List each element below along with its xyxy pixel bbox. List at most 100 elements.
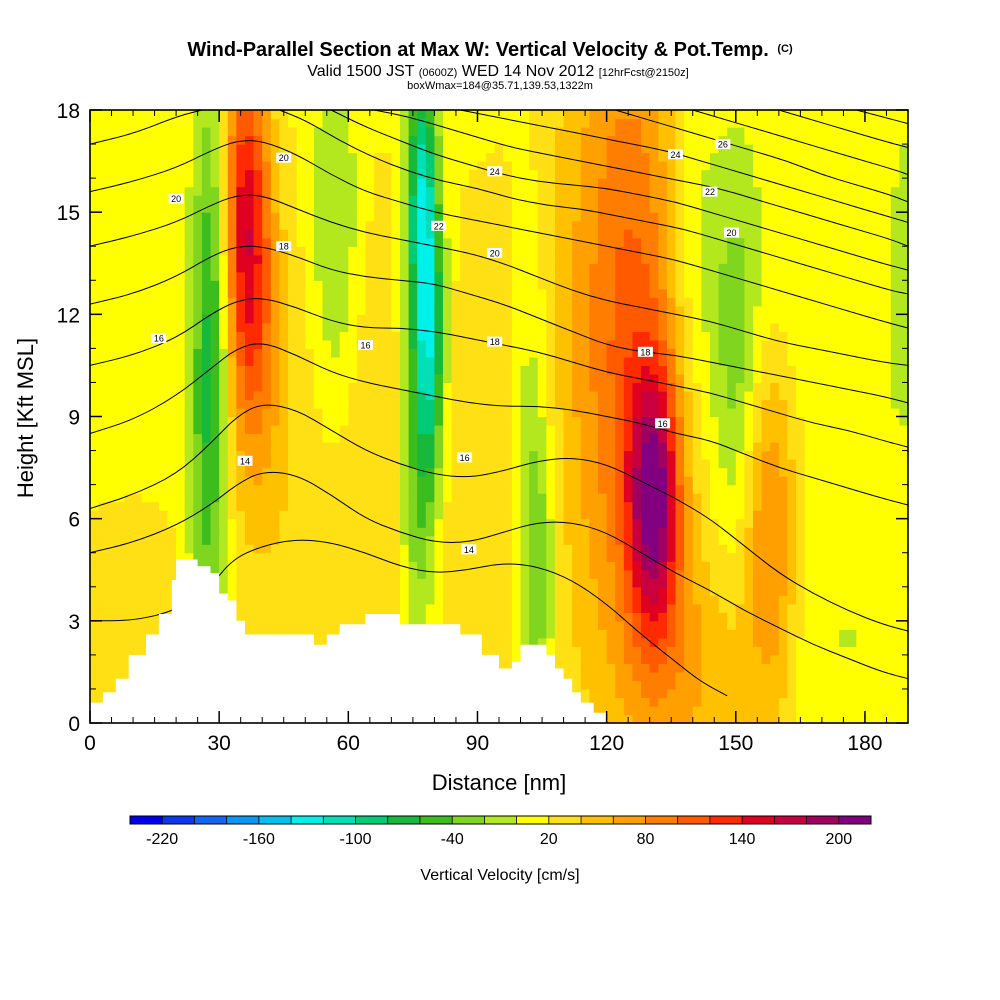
velocity-cell (253, 288, 263, 298)
velocity-cell (451, 595, 461, 605)
velocity-cell (374, 152, 384, 162)
velocity-cell (322, 373, 332, 384)
velocity-cell (382, 135, 392, 145)
velocity-cell (391, 220, 401, 230)
velocity-cell (210, 373, 220, 384)
velocity-cell (262, 484, 272, 494)
velocity-cell (546, 373, 556, 384)
velocity-cell (425, 110, 436, 120)
velocity-cell (107, 561, 117, 571)
velocity-cell (279, 161, 289, 171)
velocity-cell (90, 459, 100, 469)
velocity-cell (451, 135, 461, 145)
velocity-cell (546, 127, 556, 137)
velocity-cell (537, 501, 547, 511)
velocity-cell (133, 476, 143, 486)
velocity-cell (684, 697, 694, 707)
velocity-cell (210, 178, 220, 188)
velocity-cell (210, 544, 220, 554)
velocity-cell (649, 714, 659, 723)
velocity-cell (477, 620, 487, 630)
velocity-cell (417, 510, 427, 520)
velocity-cell (339, 493, 349, 503)
velocity-cell (141, 297, 151, 307)
velocity-cell (115, 314, 126, 324)
velocity-cell (356, 407, 367, 418)
velocity-cell (460, 152, 470, 162)
velocity-cell (313, 484, 324, 494)
velocity-cell (615, 373, 625, 384)
velocity-cell (365, 288, 375, 298)
velocity-cell (244, 297, 255, 307)
velocity-cell (313, 467, 324, 477)
velocity-cell (244, 544, 255, 554)
velocity-cell (150, 484, 160, 494)
velocity-cell (288, 356, 298, 367)
velocity-cell (98, 544, 108, 554)
velocity-cell (365, 578, 375, 588)
velocity-cell (511, 629, 522, 639)
velocity-cell (356, 459, 367, 469)
velocity-cell (443, 297, 453, 307)
velocity-cell (494, 450, 504, 460)
velocity-cell (270, 407, 281, 418)
velocity-cell (133, 484, 143, 494)
velocity-cell (176, 263, 186, 273)
velocity-cell (348, 288, 358, 298)
velocity-cell (563, 476, 573, 486)
velocity-cell (244, 425, 255, 435)
velocity-cell (176, 348, 186, 358)
velocity-cell (537, 271, 547, 281)
velocity-cell (606, 416, 616, 426)
velocity-cell (374, 544, 384, 554)
velocity-cell (503, 297, 513, 307)
velocity-cell (107, 569, 117, 579)
velocity-cell (391, 135, 401, 145)
velocity-cell (580, 152, 591, 162)
velocity-cell (167, 280, 177, 290)
velocity-cell (124, 646, 134, 656)
velocity-cell (520, 203, 530, 213)
velocity-cell (477, 501, 487, 511)
velocity-cell (201, 246, 212, 256)
velocity-cell (675, 578, 685, 588)
velocity-cell (443, 135, 453, 145)
velocity-cell (382, 416, 392, 426)
velocity-cell (313, 297, 324, 307)
velocity-cell (262, 544, 272, 554)
velocity-cell (503, 314, 513, 324)
velocity-cell (356, 212, 367, 222)
velocity-cell (201, 144, 212, 154)
velocity-cell (494, 288, 504, 298)
velocity-cell (107, 203, 117, 213)
velocity-cell (184, 246, 194, 256)
velocity-cell (244, 518, 255, 528)
velocity-cell (227, 297, 237, 307)
velocity-cell (210, 246, 220, 256)
velocity-cell (434, 297, 444, 307)
velocity-cell (632, 654, 642, 664)
velocity-cell (408, 348, 418, 358)
velocity-cell (279, 399, 289, 409)
velocity-cell (451, 195, 461, 205)
velocity-cell (468, 603, 479, 613)
velocity-cell (219, 178, 229, 188)
velocity-cell (399, 459, 410, 469)
velocity-cell (184, 144, 194, 154)
velocity-cell (598, 229, 608, 239)
velocity-cell (580, 254, 591, 264)
velocity-cell (572, 365, 582, 375)
velocity-cell (167, 510, 177, 520)
velocity-cell (339, 322, 349, 332)
velocity-cell (537, 118, 547, 128)
velocity-cell (279, 314, 289, 324)
velocity-cell (408, 365, 418, 375)
velocity-cell (176, 476, 186, 486)
velocity-cell (141, 493, 151, 503)
velocity-cell (133, 314, 143, 324)
velocity-cell (391, 390, 401, 401)
velocity-cell (391, 212, 401, 222)
velocity-cell (107, 229, 117, 239)
velocity-cell (399, 229, 410, 239)
velocity-cell (460, 399, 470, 409)
